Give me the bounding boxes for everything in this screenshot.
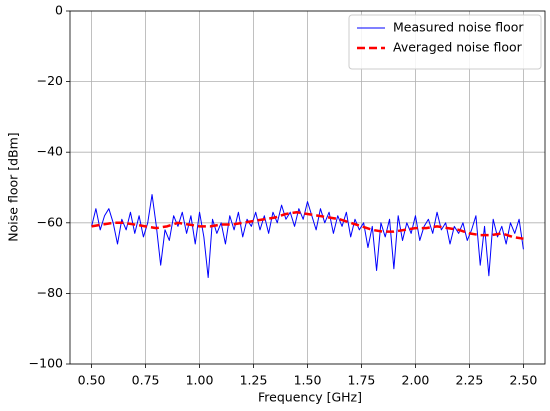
data-line: [91, 210, 524, 240]
data-line: [91, 194, 524, 279]
x-tick-label: 2.00: [402, 373, 430, 388]
x-tick-label: 1.50: [294, 373, 322, 388]
x-tick-label: 1.00: [186, 373, 214, 388]
x-axis-label: Frequency [GHz]: [258, 390, 362, 405]
x-tick-label: 2.50: [509, 373, 537, 388]
x-tick-label: 1.25: [240, 373, 268, 388]
y-tick-label: −40: [37, 144, 63, 159]
y-tick-label: 0: [55, 3, 63, 18]
x-tick-label: 0.75: [132, 373, 160, 388]
legend-label: Measured noise floor: [393, 20, 524, 35]
legend-box: [348, 14, 542, 70]
y-axis-label: Noise floor [dBm]: [6, 132, 21, 241]
y-tick-label: −20: [37, 73, 63, 88]
y-tick-label: −60: [37, 214, 63, 229]
plot-frame: [69, 10, 546, 365]
legend-label: Averaged noise floor: [393, 40, 523, 55]
x-tick-label: 0.50: [78, 373, 106, 388]
x-tick-label: 2.25: [456, 373, 484, 388]
y-tick-label: −80: [37, 285, 63, 300]
x-tick-label: 1.75: [348, 373, 376, 388]
y-tick-label: −100: [29, 356, 63, 371]
legend: Measured noise floor Averaged noise floor: [348, 14, 542, 70]
